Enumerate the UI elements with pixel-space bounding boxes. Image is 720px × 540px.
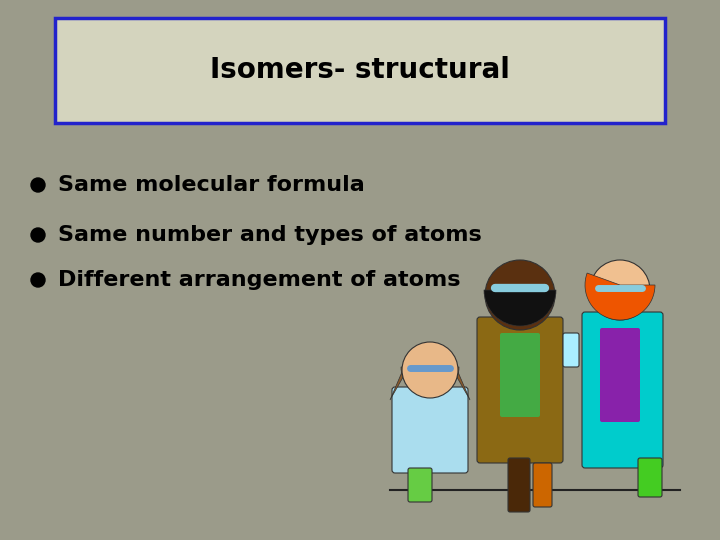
Text: Same number and types of atoms: Same number and types of atoms [58, 225, 482, 245]
FancyBboxPatch shape [477, 317, 563, 463]
Text: Different arrangement of atoms: Different arrangement of atoms [58, 270, 461, 290]
Circle shape [31, 178, 45, 192]
Wedge shape [401, 367, 459, 396]
FancyBboxPatch shape [55, 18, 665, 123]
Circle shape [402, 342, 458, 398]
Circle shape [31, 273, 45, 287]
Circle shape [590, 260, 650, 320]
FancyBboxPatch shape [582, 312, 663, 468]
Wedge shape [585, 273, 655, 320]
FancyBboxPatch shape [600, 328, 640, 422]
FancyBboxPatch shape [563, 333, 579, 367]
Polygon shape [390, 365, 410, 400]
Circle shape [485, 260, 555, 330]
Polygon shape [450, 365, 470, 400]
Wedge shape [484, 290, 556, 326]
FancyBboxPatch shape [392, 387, 468, 473]
Text: Same molecular formula: Same molecular formula [58, 175, 365, 195]
FancyBboxPatch shape [638, 458, 662, 497]
FancyBboxPatch shape [533, 463, 552, 507]
Circle shape [31, 228, 45, 242]
FancyBboxPatch shape [508, 458, 530, 512]
Text: Isomers- structural: Isomers- structural [210, 57, 510, 84]
FancyBboxPatch shape [408, 468, 432, 502]
FancyBboxPatch shape [500, 333, 540, 417]
